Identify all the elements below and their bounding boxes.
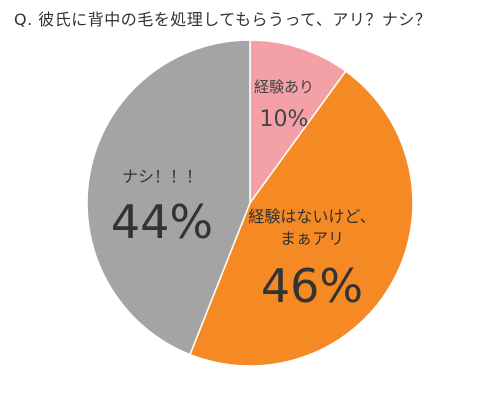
slice-label-2-line-1: 経験はないけど、 — [248, 207, 375, 226]
pie-slices — [86, 39, 414, 367]
slice-value-2: 46% — [261, 259, 363, 313]
pie-slice-2 — [189, 70, 414, 367]
slice-label-1-line-1: 経験あり — [254, 78, 314, 96]
pie-labels: 経験あり 10% 経験はないけど、まぁアリ 46% ナシ！！！ 44% — [111, 78, 376, 313]
chart-title: Q. 彼氏に背中の毛を処理してもらうって、アリ？ナシ？ — [14, 10, 432, 29]
slice-label-3-line-1: ナシ！！！ — [122, 167, 202, 186]
pie-slice-1 — [249, 39, 347, 206]
slice-value-3: 44% — [111, 195, 213, 249]
slice-value-1: 10% — [260, 107, 309, 132]
slice-label-2-line-2: まぁアリ — [280, 229, 344, 248]
pie-slice-3 — [86, 39, 251, 356]
